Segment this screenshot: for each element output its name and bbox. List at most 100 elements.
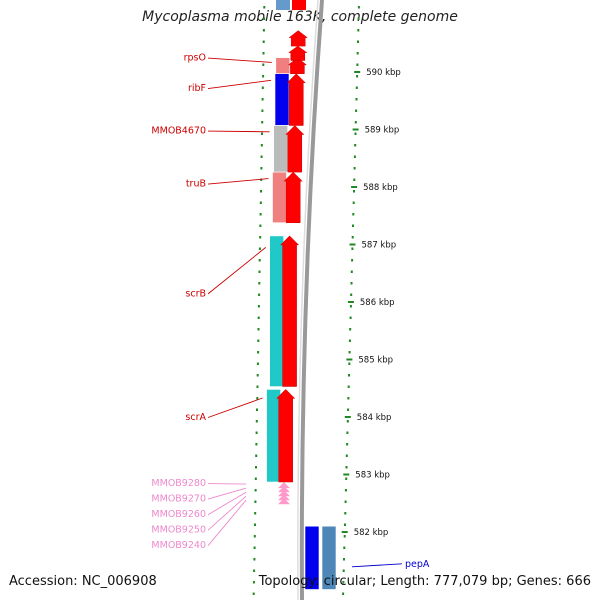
ruler-major-tick: [347, 301, 354, 303]
tick-left: [257, 339, 260, 342]
tick-right: [347, 397, 350, 400]
tick-right: [354, 144, 357, 147]
tick-left: [257, 305, 260, 308]
gene-leader-scra: [207, 397, 263, 418]
tick-right: [357, 6, 360, 9]
gene-chevron-mmob9260[interactable]: [278, 490, 290, 497]
gene-arrow-mmob4670[interactable]: [285, 125, 305, 173]
tick-right: [353, 167, 356, 170]
ruler-label: 584 kbp: [357, 413, 392, 423]
gene-arrow-ribf[interactable]: [286, 73, 306, 126]
gene-label-mmob9240: MMOB9240: [151, 540, 206, 551]
tick-left: [260, 155, 263, 158]
tick-left: [260, 190, 262, 193]
ruler-major-tick: [351, 186, 358, 188]
tick-right: [351, 236, 354, 239]
topology-text: Topology: circular; Length: 777,079 bp; …: [258, 574, 591, 589]
gene-box-trub[interactable]: [272, 171, 287, 224]
tick-right: [345, 466, 348, 469]
gene-label-mmob4670: MMOB4670: [151, 126, 206, 137]
tick-left: [256, 385, 259, 388]
tick-right: [354, 121, 357, 124]
tick-left: [253, 546, 256, 549]
tick-right: [350, 270, 353, 273]
tick-right: [348, 374, 350, 377]
gene-box-scrb[interactable]: [269, 235, 285, 387]
tick-left: [258, 247, 261, 250]
tick-left: [261, 121, 264, 124]
tick-right: [352, 201, 355, 204]
tick-left: [258, 282, 261, 285]
gene-chevron-mmob9240[interactable]: [278, 498, 290, 505]
gene-leader-trub: [207, 178, 269, 185]
gene-arrow-rpso[interactable]: [287, 57, 308, 74]
ruler-label: 582 kbp: [354, 528, 389, 538]
tick-right: [350, 282, 353, 285]
gene-box-rpso[interactable]: [275, 57, 291, 74]
ruler-label: 590 kbp: [366, 68, 401, 78]
ruler-major-tick: [343, 473, 350, 476]
tick-left: [254, 523, 256, 526]
gene-arrow-partial-top[interactable]: [292, 0, 306, 10]
gene-arrow-scra[interactable]: [276, 389, 296, 483]
tick-right: [354, 132, 357, 135]
tick-left: [261, 109, 264, 112]
tick-left: [261, 98, 264, 101]
tick-left: [256, 408, 258, 411]
tick-right: [348, 339, 351, 342]
tick-left: [263, 17, 266, 20]
gene-chevron-mmob9270[interactable]: [278, 486, 290, 493]
tick-right: [355, 86, 358, 89]
tick-left: [254, 512, 257, 515]
gene-leader-rpso: [207, 57, 272, 63]
tick-left: [258, 259, 261, 262]
tick-left: [254, 500, 257, 503]
ruler-label: 587 kbp: [362, 241, 397, 251]
tick-left: [257, 328, 260, 331]
gene-box-ribf[interactable]: [274, 73, 290, 126]
tick-right: [355, 109, 358, 112]
gene-arrow-trub[interactable]: [283, 171, 303, 223]
tick-left: [254, 477, 257, 480]
tick-left: [256, 362, 259, 365]
backbone-line: [299, 0, 324, 600]
gene-features[interactable]: [266, 0, 337, 590]
tick-right: [351, 259, 354, 262]
gene-chevron-mmob9280[interactable]: [278, 482, 290, 489]
tick-left: [263, 6, 266, 9]
gene-label-scra: scrA: [185, 412, 206, 423]
ruler-major-tick: [341, 531, 348, 533]
gene-label-mmob9270: MMOB9270: [151, 494, 206, 505]
tick-right: [342, 592, 345, 595]
tick-right: [346, 420, 349, 423]
gene-leader-ribf: [207, 79, 272, 90]
tick-right: [345, 454, 348, 457]
gene-box-pepa[interactable]: [304, 525, 320, 590]
tick-left: [252, 581, 255, 584]
tick-left: [255, 454, 258, 457]
tick-left: [260, 144, 263, 147]
tick-right: [345, 477, 348, 480]
tick-right: [342, 569, 345, 572]
tick-right: [352, 213, 355, 216]
ruler-major-tick: [349, 243, 356, 246]
gene-box-mmob4670[interactable]: [273, 125, 289, 173]
gene-leader-mmob9280: [207, 483, 247, 485]
tick-left: [256, 374, 259, 377]
tick-left: [255, 431, 258, 434]
gene-chevron-mmob9250[interactable]: [278, 494, 290, 501]
tick-right: [343, 535, 346, 538]
gene-arrow-scrb[interactable]: [279, 235, 300, 387]
gene-arrow-partial-2[interactable]: [288, 30, 308, 47]
tick-left: [260, 178, 263, 181]
tick-left: [256, 397, 259, 400]
gene-arrow-partial-3[interactable]: [288, 45, 308, 61]
tick-left: [259, 213, 262, 216]
gene-box-pepa-companion[interactable]: [321, 525, 337, 590]
ruler-major-tick: [344, 416, 351, 418]
tick-left: [255, 420, 258, 423]
tick-right: [344, 500, 347, 503]
tick-left: [254, 489, 257, 492]
gene-box-partial-top[interactable]: [276, 0, 290, 10]
